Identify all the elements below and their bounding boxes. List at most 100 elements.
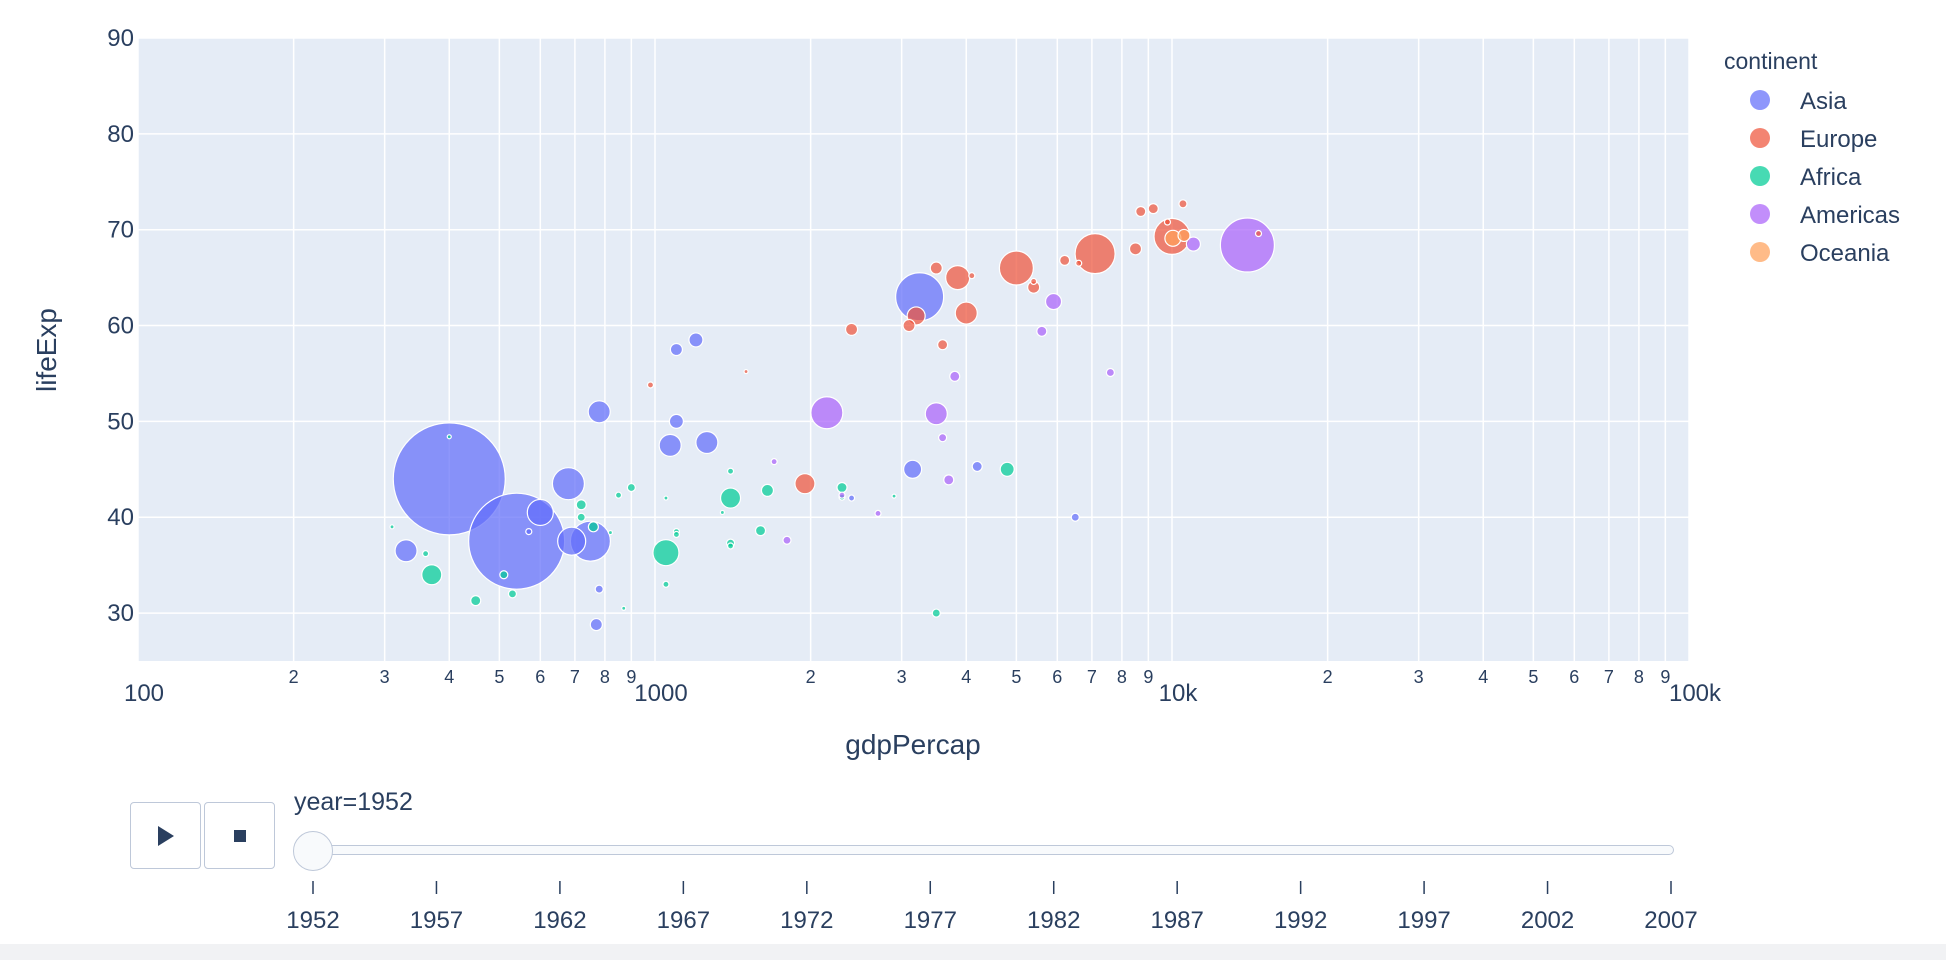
- bubble-africa: [931, 608, 941, 618]
- bubble-asia: [589, 617, 603, 632]
- slider-year-label: 2002: [1521, 907, 1574, 934]
- x-tick-label-minor: 2: [1323, 667, 1333, 687]
- bubble-europe: [743, 368, 749, 375]
- year-slider-rail[interactable]: [296, 845, 1674, 855]
- slider-year-label: 1972: [780, 907, 833, 934]
- bubble-africa: [836, 481, 848, 494]
- slider-year-label: 1987: [1150, 907, 1203, 934]
- bubble-europe: [1075, 259, 1083, 267]
- bubble-asia: [392, 422, 506, 536]
- bubble-africa: [499, 570, 509, 580]
- year-slider-handle[interactable]: [293, 831, 333, 871]
- bubble-americas: [810, 396, 844, 430]
- x-tick-label-minor: 5: [1528, 667, 1538, 687]
- bubble-europe: [1163, 218, 1172, 226]
- bubble-asia: [688, 332, 704, 348]
- bubble-africa: [891, 493, 897, 499]
- play-button[interactable]: [130, 802, 201, 869]
- x-tick-label-minor: 6: [1052, 667, 1062, 687]
- bubble-asia: [587, 400, 611, 424]
- legend-label-africa: Africa: [1800, 164, 1862, 191]
- bubble-europe: [1059, 254, 1071, 266]
- x-tick-label-minor: 4: [444, 667, 454, 687]
- bubble-europe: [937, 339, 949, 351]
- x-tick-label-minor: 6: [535, 667, 545, 687]
- slider-year-label: 1997: [1397, 907, 1450, 934]
- x-tick-label-minor: 9: [1143, 667, 1153, 687]
- bubble-europe: [1128, 242, 1143, 256]
- bubble-asia: [658, 433, 682, 457]
- legend-label-europe: Europe: [1800, 126, 1877, 153]
- legend-label-asia: Asia: [1800, 88, 1847, 115]
- bubble-europe: [844, 322, 859, 336]
- x-tick-label-minor: 7: [570, 667, 580, 687]
- bubble-americas: [1036, 325, 1048, 337]
- bubble-africa: [662, 580, 670, 588]
- bubble-americas: [770, 458, 778, 466]
- y-tick-label: 40: [107, 504, 134, 531]
- bubble-africa: [470, 595, 482, 607]
- legend-title: continent: [1724, 48, 1818, 74]
- bubble-americas: [924, 402, 948, 426]
- bubble-africa: [652, 539, 680, 567]
- grid-lines: [137, 37, 1690, 661]
- bubbles: [389, 199, 1275, 632]
- bubble-africa: [621, 605, 627, 611]
- slider-year-label: 1962: [533, 907, 586, 934]
- bubble-africa: [614, 491, 623, 499]
- bubble-europe: [998, 250, 1034, 286]
- x-tick-label-minor: 5: [1011, 667, 1021, 687]
- x-tick-label-minor: 2: [289, 667, 299, 687]
- bubble-africa: [607, 529, 614, 536]
- bubble-africa: [446, 434, 452, 440]
- bubble-africa: [389, 524, 395, 530]
- bubble-africa: [663, 495, 669, 501]
- stop-icon: [233, 829, 246, 842]
- slider-year-label: 1982: [1027, 907, 1080, 934]
- y-axis-title: lifeExp: [31, 308, 62, 392]
- slider-year-label: 2007: [1644, 907, 1697, 934]
- x-tick-label-minor: 3: [380, 667, 390, 687]
- bubble-europe: [954, 301, 978, 325]
- bubble-asia: [669, 342, 684, 357]
- x-tick-label-minor: 2: [806, 667, 816, 687]
- bubble-americas: [1044, 292, 1063, 311]
- x-tick-label-minor: 7: [1087, 667, 1097, 687]
- bubble-americas: [782, 535, 792, 545]
- bubble-americas: [943, 474, 955, 486]
- bubble-americas: [1105, 367, 1115, 378]
- y-tick-label: 30: [107, 600, 134, 627]
- legend: continent Asia Europe Africa Americas Oceani…: [1724, 48, 1900, 267]
- bubble-africa: [422, 550, 430, 558]
- legend-marker-europe: [1750, 128, 1770, 148]
- x-tick-label-major: 100: [124, 680, 164, 707]
- bubble-africa: [626, 482, 636, 493]
- x-tick-label-minor: 9: [1660, 667, 1670, 687]
- x-axis-title: gdpPercap: [845, 729, 980, 760]
- bubble-africa: [760, 483, 775, 497]
- slider-current-value: year=1952: [294, 788, 413, 816]
- y-tick-label: 80: [107, 121, 134, 148]
- legend-label-americas: Americas: [1800, 202, 1900, 229]
- legend-marker-africa: [1750, 166, 1770, 186]
- bubble-europe: [1254, 229, 1263, 238]
- slider-year-label: 1952: [286, 907, 339, 934]
- x-tick-label-minor: 7: [1604, 667, 1614, 687]
- bubble-americas: [1219, 217, 1275, 273]
- bubble-asia: [1070, 512, 1080, 522]
- bubble-europe: [1178, 199, 1188, 209]
- bubble-europe: [1074, 233, 1116, 275]
- bubble-africa: [726, 467, 735, 475]
- bubble-africa: [719, 487, 742, 509]
- slider-year-label: 1967: [657, 907, 710, 934]
- bubble-oceania: [1177, 228, 1191, 243]
- bubble-europe: [1135, 205, 1147, 218]
- legend-marker-oceania: [1750, 242, 1770, 262]
- stop-button[interactable]: [204, 802, 275, 869]
- bubble-africa: [507, 589, 518, 599]
- bottom-band: [0, 944, 1946, 960]
- x-tick-label-minor: 4: [1478, 667, 1488, 687]
- bubble-europe: [646, 381, 655, 389]
